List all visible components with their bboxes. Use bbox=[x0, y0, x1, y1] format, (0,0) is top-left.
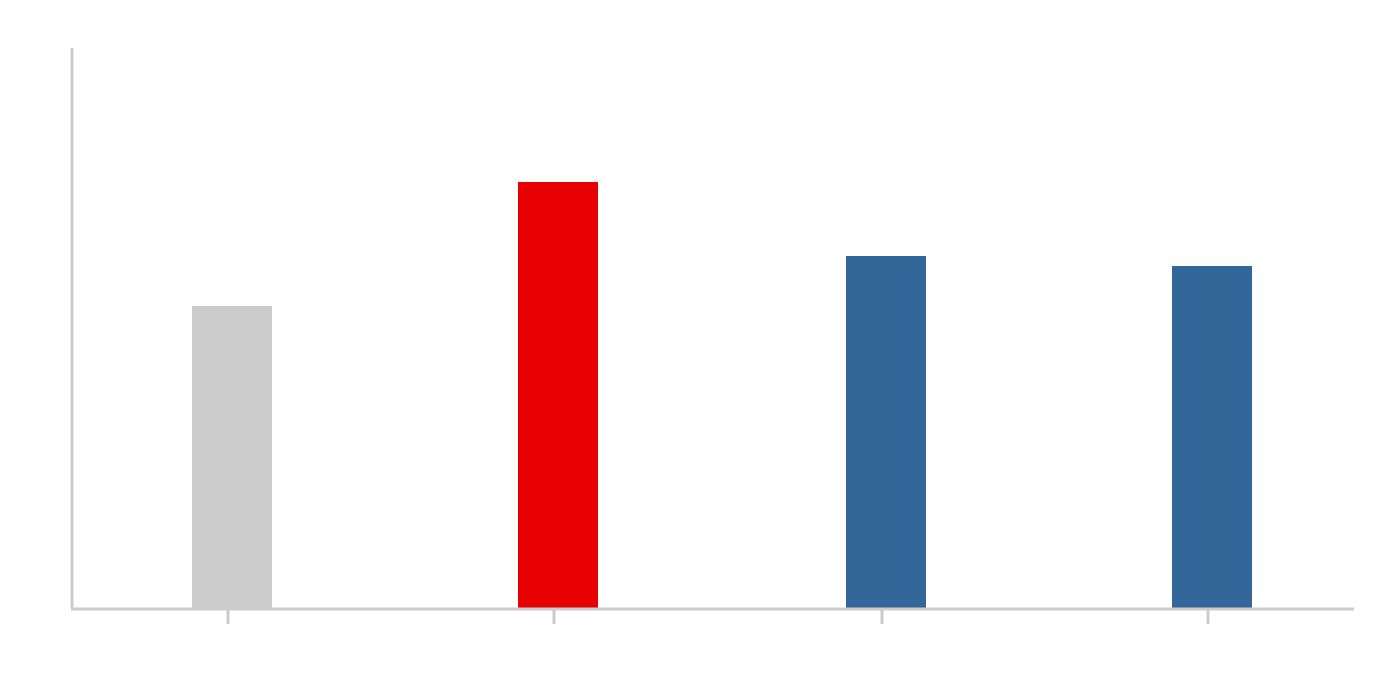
axes-layer bbox=[70, 48, 1354, 624]
bar-3 bbox=[846, 256, 926, 608]
bar-1 bbox=[192, 306, 272, 608]
bar-2 bbox=[518, 182, 598, 608]
bars-layer bbox=[192, 182, 1252, 608]
bar-4 bbox=[1172, 266, 1252, 608]
